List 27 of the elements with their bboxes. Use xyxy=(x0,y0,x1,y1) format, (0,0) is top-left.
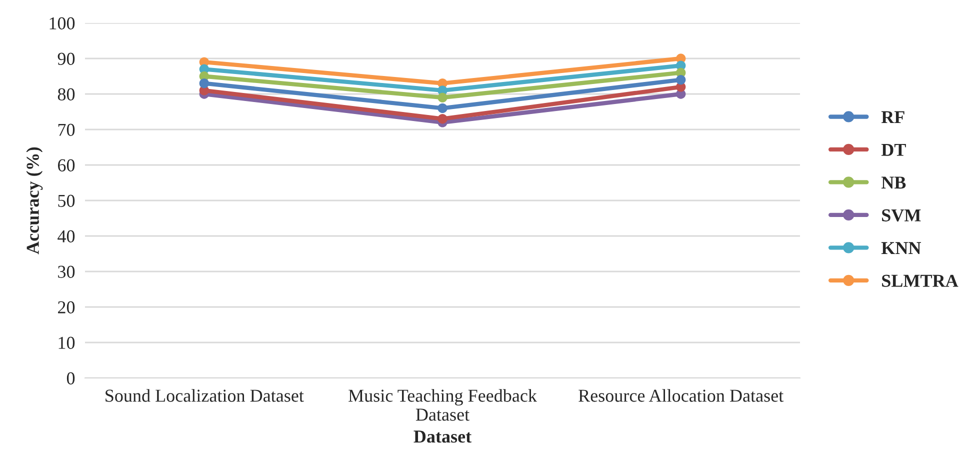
y-tick-label: 20 xyxy=(58,301,75,314)
point xyxy=(438,103,448,114)
legend-label: RF xyxy=(881,111,904,124)
y-tick-label: 30 xyxy=(58,266,75,278)
y-tick-label: 100 xyxy=(50,17,75,30)
y-tick-label: 10 xyxy=(58,336,75,349)
y-tick-label: 70 xyxy=(58,124,75,136)
y-tick-label: 90 xyxy=(58,52,75,65)
legend-label: SLMTRA xyxy=(882,274,958,287)
point xyxy=(199,78,210,88)
y-tick-label: 40 xyxy=(58,230,75,242)
point xyxy=(438,92,448,102)
y-tick-label: 60 xyxy=(58,159,75,172)
x-tick-label: Sound Localization Dataset xyxy=(106,389,304,402)
legend-label: SVM xyxy=(882,209,921,222)
legend-label: DT xyxy=(881,144,906,156)
x-axis-title: Dataset xyxy=(414,430,472,443)
x-tick-label: Music Teaching Feedback Dataset xyxy=(348,389,537,421)
y-tick-label: 0 xyxy=(66,372,75,384)
legend-label: KNN xyxy=(881,242,921,254)
point xyxy=(438,114,448,124)
y-tick-label: 80 xyxy=(58,88,75,100)
y-axis-title: Accuracy (%) xyxy=(26,147,43,254)
point xyxy=(676,74,686,85)
x-tick-label: Resource Allocation Dataset xyxy=(578,389,784,402)
legend-label: NB xyxy=(881,176,906,189)
y-tick-label: 50 xyxy=(58,194,75,207)
